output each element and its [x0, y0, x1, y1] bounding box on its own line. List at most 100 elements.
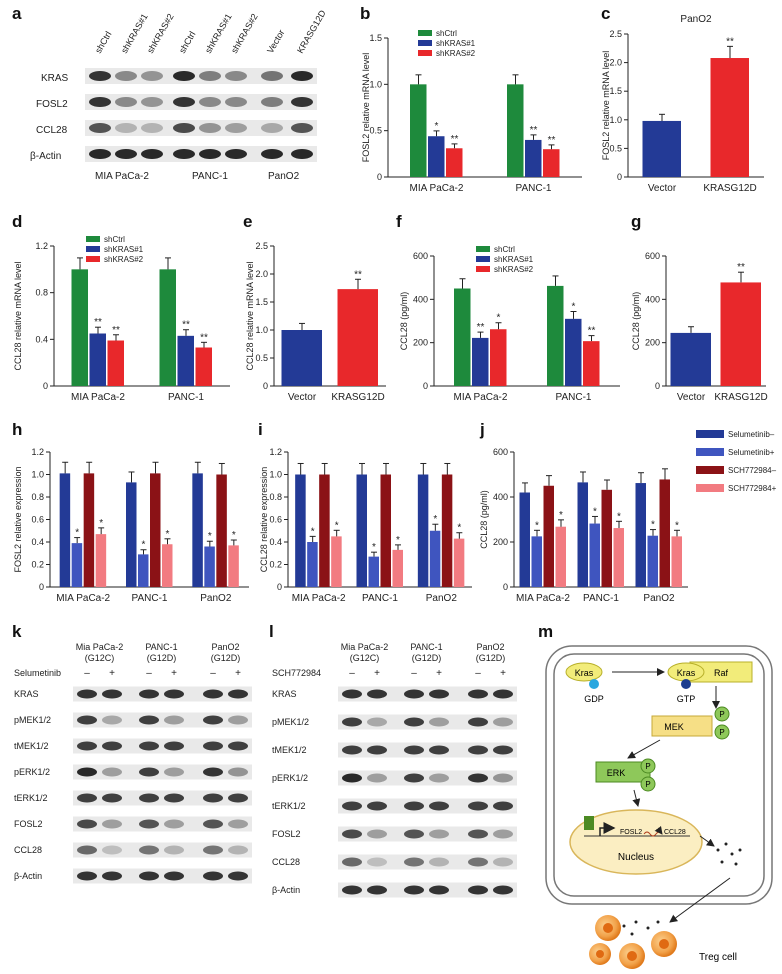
bar	[295, 474, 306, 587]
blot-row-band	[228, 689, 248, 699]
kras-gtp-label: Kras	[677, 668, 696, 678]
y-axis-label: CCL28 relative mRNA level	[13, 261, 23, 370]
lane-label: Vector	[265, 28, 286, 55]
y-axis-label: FOSL2 relative mRNA level	[361, 53, 371, 163]
significance-label: *	[651, 520, 655, 531]
bar	[635, 483, 646, 587]
blot-row-band	[404, 689, 424, 699]
nucleus	[569, 809, 703, 875]
blot-row-strip	[73, 868, 252, 884]
blot-row-strip	[338, 686, 517, 702]
x-tick-label: MIA PaCa-2	[516, 593, 570, 604]
blot-row-band	[203, 793, 223, 803]
bar	[71, 543, 83, 587]
blot-row-band	[367, 773, 387, 783]
x-tick-label: Vector	[288, 392, 317, 403]
bar	[126, 482, 137, 587]
blot-row-strip	[338, 742, 517, 758]
blot-l: Mia PaCa-2(G12C)PANC-1(G12D)PanO2(G12D)S…	[272, 642, 517, 898]
bar	[490, 329, 507, 386]
significance-label: *	[396, 535, 400, 546]
nuclear-erk-icon	[584, 816, 594, 830]
blot-row-band	[468, 773, 488, 783]
panel-letter-k: k	[12, 622, 22, 641]
blot-a-row-band	[89, 97, 111, 107]
blot-row-band	[77, 767, 97, 777]
y-tick-label: 600	[493, 447, 508, 457]
chart-title: PanO2	[680, 14, 712, 25]
blot-row-band	[102, 741, 122, 751]
bar	[446, 148, 463, 177]
gtp-circle	[681, 679, 691, 689]
x-tick-label: PANC-1	[168, 392, 204, 403]
lane-label: shKRAS#2	[229, 12, 260, 55]
x-tick-label: Vector	[648, 183, 677, 194]
row-label: pERK1/2	[272, 773, 308, 783]
row-label-ccl28: CCL28	[36, 125, 68, 136]
x-tick-label: PANC-1	[583, 593, 619, 604]
bar	[531, 536, 542, 587]
blot-row-band	[77, 819, 97, 829]
row-label: pMEK1/2	[14, 715, 51, 725]
mek-p2	[714, 724, 730, 740]
y-axis-label: FOSL2 relative expression	[13, 466, 23, 572]
blot-row-band	[493, 745, 513, 755]
y-tick-label: 0	[263, 381, 268, 391]
group-label-pano2: PanO2	[268, 171, 300, 182]
bar	[307, 542, 318, 587]
blot-a-row-band	[225, 149, 247, 159]
mek-shape	[651, 715, 713, 737]
blot-row-band	[493, 689, 513, 699]
y-tick-label: 1.0	[255, 325, 268, 335]
bar	[659, 479, 670, 587]
row-label: tMEK1/2	[14, 741, 49, 751]
bar	[228, 545, 239, 587]
group-name: PanO2	[211, 642, 239, 652]
blot-row-band	[139, 689, 159, 699]
row-label: tERK1/2	[272, 801, 306, 811]
lane-label: shCtrl	[177, 30, 197, 55]
bar	[428, 136, 445, 177]
y-tick-label: 2.5	[255, 241, 268, 251]
bar	[547, 285, 564, 386]
y-tick-label: 0.8	[35, 288, 48, 298]
group-name: PANC-1	[410, 642, 442, 652]
blot-row-band	[102, 793, 122, 803]
significance-label: **	[182, 320, 190, 331]
panel-letter-g: g	[631, 212, 642, 231]
legend-swatch	[418, 40, 432, 46]
bar	[710, 58, 749, 177]
bar	[337, 289, 378, 386]
bar	[83, 473, 95, 587]
y-axis-label: CCL28 (pg/ml)	[479, 490, 489, 549]
treatment-sign: –	[84, 668, 90, 679]
blot-row-band	[429, 773, 449, 783]
blot-row-band	[77, 689, 97, 699]
secreted-ccl28-dots	[716, 842, 742, 866]
group-name: Mia PaCa-2	[341, 642, 389, 652]
blot-a-row-band	[115, 97, 137, 107]
nucleus-label: Nucleus	[618, 852, 654, 863]
treatment-sign: +	[436, 668, 442, 679]
bar	[281, 330, 322, 386]
x-tick-label: MIA PaCa-2	[71, 392, 125, 403]
blot-row-band	[493, 829, 513, 839]
blot-row-band	[468, 717, 488, 727]
x-tick-label: MIA PaCa-2	[410, 183, 464, 194]
y-tick-label: 0.6	[269, 515, 282, 525]
treatment-sign: +	[171, 668, 177, 679]
y-tick-label: 400	[645, 294, 660, 304]
group-subtype: (G12D)	[211, 653, 241, 663]
blot-row-band	[102, 689, 122, 699]
row-label: KRAS	[14, 689, 39, 699]
legend-label: Selumetinib+	[728, 448, 775, 457]
legend-label: shKRAS#1	[436, 39, 476, 48]
y-tick-label: 400	[413, 294, 428, 304]
significance-label: *	[433, 514, 437, 525]
y-axis-label: FOSL2 relative mRNA level	[601, 51, 611, 161]
legend-swatch	[418, 50, 432, 56]
panel-letter-c: c	[601, 4, 611, 23]
panel-letter-m: m	[538, 622, 554, 641]
blot-a-row-band	[173, 149, 195, 159]
